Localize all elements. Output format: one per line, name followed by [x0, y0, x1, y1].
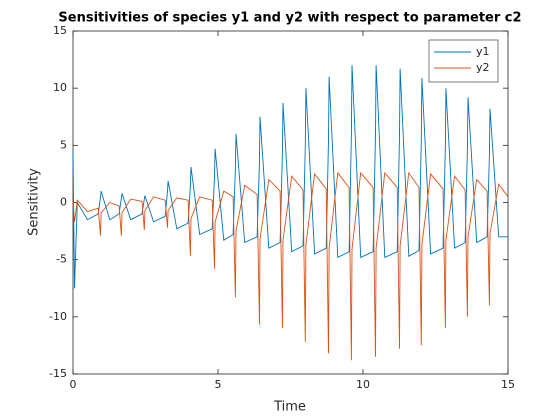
x-axis-label: Time	[273, 400, 306, 415]
x-tick-label: 15	[501, 378, 515, 391]
series-line	[72, 171, 509, 361]
legend-box	[428, 39, 499, 83]
axes-box	[72, 30, 509, 375]
series-line	[72, 65, 508, 289]
y-tick-label: 15	[53, 24, 67, 37]
x-tick-label: 5	[215, 378, 222, 391]
y-tick-label: -15	[49, 367, 67, 380]
x-tick-label: 10	[356, 378, 370, 391]
legend-label: y2	[476, 61, 490, 74]
x-tick-label: 0	[70, 378, 77, 391]
y-tick-label: 5	[60, 138, 67, 151]
y-tick-label: 10	[53, 81, 67, 94]
y-tick-label: -5	[56, 253, 67, 266]
y-axis-label: Sensitivity	[27, 168, 42, 236]
legend-label: y1	[476, 45, 490, 58]
chart-title: Sensitivities of species y1 and y2 with …	[58, 11, 521, 26]
y-tick-label: -10	[49, 310, 67, 323]
y-tick-label: 0	[60, 196, 67, 209]
